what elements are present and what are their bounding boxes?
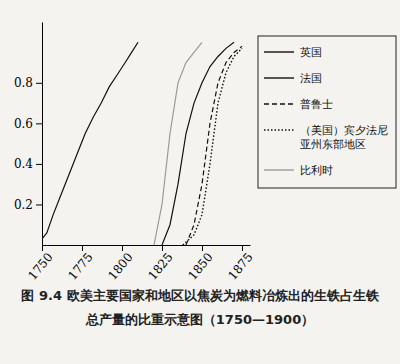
legend-item: 英国: [264, 46, 322, 59]
x-axis: 1750 1775 1800 1825 1850 1875: [25, 245, 255, 283]
x-axis-line: [43, 245, 251, 246]
legend-swatch: [264, 103, 294, 104]
y-tick-label: 0.8: [14, 76, 33, 90]
y-tick: 0.4: [14, 157, 42, 171]
x-tick-label: 1875: [225, 250, 255, 282]
y-tick-mark: [36, 123, 42, 124]
legend-item: （美国）宾夕法尼亚州东部地区: [264, 124, 388, 151]
y-axis-line: [42, 23, 43, 246]
x-tick-label: 1775: [65, 250, 95, 282]
x-tick-mark: [162, 245, 163, 251]
x-tick-mark: [202, 245, 203, 251]
x-tick: 1775: [65, 245, 95, 283]
y-tick-label: 0.4: [14, 157, 33, 171]
legend-swatch: [264, 51, 294, 52]
x-tick-mark: [42, 245, 43, 251]
series-line: [183, 48, 242, 245]
series-line: [154, 42, 202, 245]
y-tick-mark: [36, 83, 42, 84]
legend-item: 法国: [264, 72, 322, 85]
x-tick-mark: [122, 245, 123, 251]
x-tick: 1875: [225, 245, 255, 283]
series-line: [186, 46, 242, 245]
y-tick-label: 0.6: [14, 117, 33, 131]
y-tick: 0.8: [14, 76, 42, 90]
x-tick-label: 1850: [185, 250, 215, 282]
legend-swatch: [264, 77, 294, 78]
series-line: [162, 42, 234, 245]
x-tick-label: 1750: [25, 250, 55, 282]
legend-label: 法国: [300, 72, 322, 85]
y-tick-mark: [36, 164, 42, 165]
y-tick-label: 0.2: [14, 198, 33, 212]
x-tick-mark: [82, 245, 83, 251]
y-tick: 0.2: [14, 198, 42, 212]
legend-box: [258, 36, 396, 188]
x-tick: 1850: [185, 245, 215, 283]
x-tick: 1825: [145, 245, 175, 283]
x-tick-mark: [242, 245, 243, 251]
legend-swatch: [264, 129, 294, 130]
plot-area: [42, 42, 242, 245]
legend-label: 英国: [300, 46, 322, 59]
series-line: [42, 42, 138, 239]
x-tick: 1750: [25, 245, 55, 283]
y-tick-mark: [36, 204, 42, 205]
y-axis: 0.2 0.4 0.6 0.8: [14, 23, 43, 246]
legend-label: （美国）宾夕法尼亚州东部地区: [300, 124, 388, 151]
chart: 1750 1775 1800 1825 1850 1875 0.2 0.4 0.6 0.8 英国法国…: [0, 0, 400, 364]
legend-swatch: [264, 169, 294, 170]
legend-item: 普鲁士: [264, 98, 333, 111]
x-tick: 1800: [105, 245, 135, 283]
title: 图 9.4 欧美主要国家和地区以焦炭为燃料冶炼出的生铁占生铁总产量的比重示意图（…: [21, 288, 379, 327]
legend: 英国法国普鲁士 （美国）宾夕法尼亚州东部地区比利时: [258, 36, 396, 188]
x-tick-label: 1825: [145, 250, 175, 282]
legend-label: 普鲁士: [300, 98, 333, 111]
y-tick: 0.6: [14, 117, 42, 131]
x-tick-label: 1800: [105, 250, 135, 282]
legend-item: 比利时: [264, 164, 333, 177]
legend-label: 比利时: [300, 164, 333, 177]
